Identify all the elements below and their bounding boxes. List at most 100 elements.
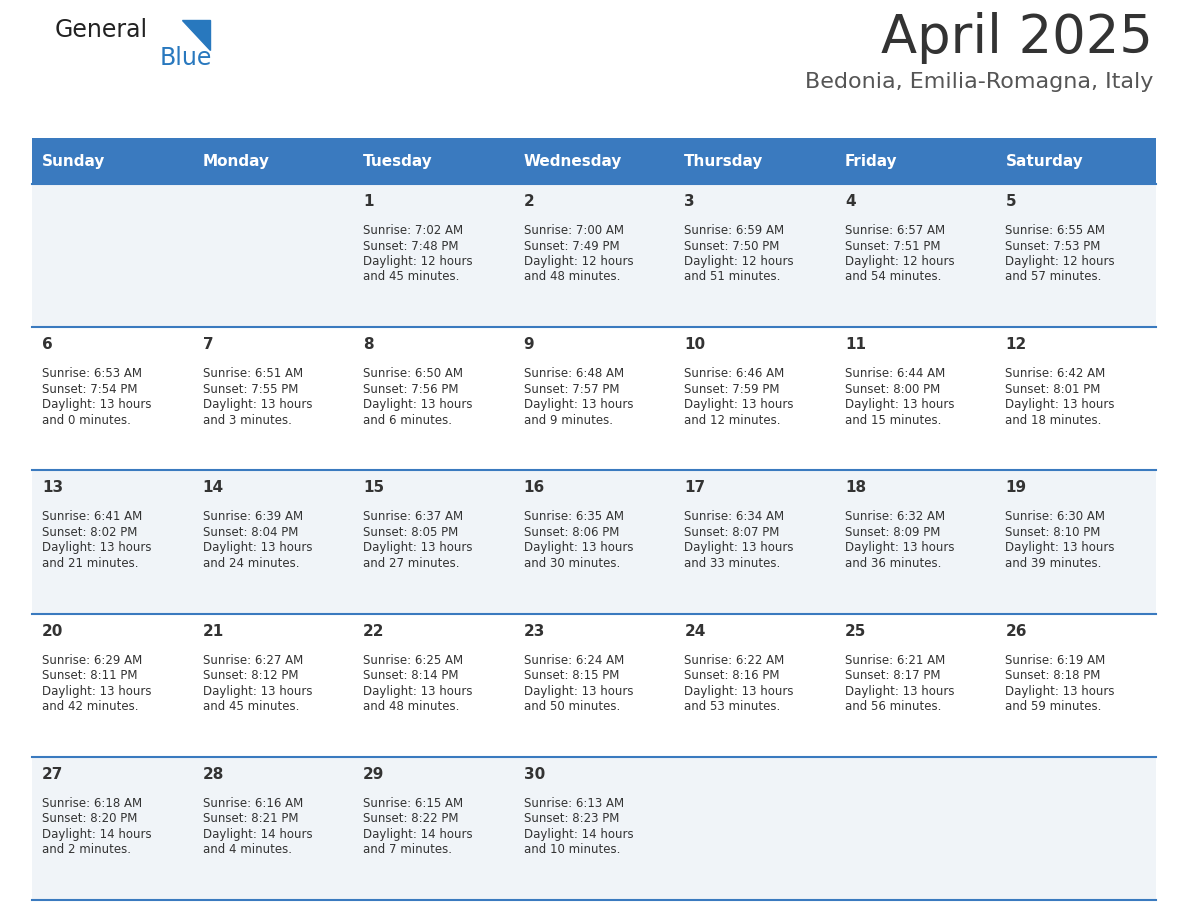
Text: Daylight: 13 hours: Daylight: 13 hours bbox=[524, 685, 633, 698]
Text: Daylight: 13 hours: Daylight: 13 hours bbox=[42, 685, 152, 698]
Text: Sunset: 7:59 PM: Sunset: 7:59 PM bbox=[684, 383, 779, 396]
Text: Blue: Blue bbox=[160, 46, 213, 70]
Text: Sunset: 8:02 PM: Sunset: 8:02 PM bbox=[42, 526, 138, 539]
Text: and 33 minutes.: and 33 minutes. bbox=[684, 557, 781, 570]
Text: and 30 minutes.: and 30 minutes. bbox=[524, 557, 620, 570]
Text: Daylight: 13 hours: Daylight: 13 hours bbox=[364, 685, 473, 698]
Text: Daylight: 13 hours: Daylight: 13 hours bbox=[42, 398, 152, 411]
Text: Sunset: 7:53 PM: Sunset: 7:53 PM bbox=[1005, 240, 1101, 252]
Text: 17: 17 bbox=[684, 480, 706, 496]
Text: Sunrise: 6:13 AM: Sunrise: 6:13 AM bbox=[524, 797, 624, 810]
Text: 13: 13 bbox=[42, 480, 63, 496]
Text: Sunrise: 6:53 AM: Sunrise: 6:53 AM bbox=[42, 367, 143, 380]
Text: and 24 minutes.: and 24 minutes. bbox=[203, 557, 299, 570]
Text: 14: 14 bbox=[203, 480, 223, 496]
Text: Saturday: Saturday bbox=[1005, 153, 1083, 169]
Text: and 50 minutes.: and 50 minutes. bbox=[524, 700, 620, 713]
Text: and 57 minutes.: and 57 minutes. bbox=[1005, 271, 1101, 284]
Text: Sunrise: 6:21 AM: Sunrise: 6:21 AM bbox=[845, 654, 946, 666]
Text: Sunrise: 6:44 AM: Sunrise: 6:44 AM bbox=[845, 367, 946, 380]
Text: Daylight: 14 hours: Daylight: 14 hours bbox=[364, 828, 473, 841]
Text: Sunset: 8:22 PM: Sunset: 8:22 PM bbox=[364, 812, 459, 825]
Text: Sunrise: 6:25 AM: Sunrise: 6:25 AM bbox=[364, 654, 463, 666]
Text: Sunrise: 6:24 AM: Sunrise: 6:24 AM bbox=[524, 654, 624, 666]
Text: 6: 6 bbox=[42, 337, 52, 353]
Text: Sunset: 8:10 PM: Sunset: 8:10 PM bbox=[1005, 526, 1101, 539]
Text: 1: 1 bbox=[364, 194, 374, 209]
Text: Daylight: 13 hours: Daylight: 13 hours bbox=[845, 685, 954, 698]
Text: and 48 minutes.: and 48 minutes. bbox=[364, 700, 460, 713]
Text: Sunrise: 6:46 AM: Sunrise: 6:46 AM bbox=[684, 367, 784, 380]
Text: Daylight: 13 hours: Daylight: 13 hours bbox=[524, 542, 633, 554]
Text: Daylight: 13 hours: Daylight: 13 hours bbox=[203, 685, 312, 698]
Text: and 53 minutes.: and 53 minutes. bbox=[684, 700, 781, 713]
Text: Sunset: 7:57 PM: Sunset: 7:57 PM bbox=[524, 383, 619, 396]
Text: Sunset: 7:48 PM: Sunset: 7:48 PM bbox=[364, 240, 459, 252]
Text: Daylight: 12 hours: Daylight: 12 hours bbox=[1005, 255, 1116, 268]
Text: Sunset: 8:05 PM: Sunset: 8:05 PM bbox=[364, 526, 459, 539]
Text: Sunrise: 6:57 AM: Sunrise: 6:57 AM bbox=[845, 224, 944, 237]
Text: Sunset: 7:50 PM: Sunset: 7:50 PM bbox=[684, 240, 779, 252]
Text: Sunrise: 7:02 AM: Sunrise: 7:02 AM bbox=[364, 224, 463, 237]
Text: Sunset: 8:16 PM: Sunset: 8:16 PM bbox=[684, 669, 779, 682]
Text: Sunset: 8:04 PM: Sunset: 8:04 PM bbox=[203, 526, 298, 539]
Text: Daylight: 12 hours: Daylight: 12 hours bbox=[364, 255, 473, 268]
Text: 22: 22 bbox=[364, 623, 385, 639]
Text: Sunset: 8:12 PM: Sunset: 8:12 PM bbox=[203, 669, 298, 682]
Text: Sunset: 7:51 PM: Sunset: 7:51 PM bbox=[845, 240, 941, 252]
Text: Sunrise: 6:29 AM: Sunrise: 6:29 AM bbox=[42, 654, 143, 666]
Text: and 27 minutes.: and 27 minutes. bbox=[364, 557, 460, 570]
Text: Sunset: 8:06 PM: Sunset: 8:06 PM bbox=[524, 526, 619, 539]
Text: Sunset: 8:18 PM: Sunset: 8:18 PM bbox=[1005, 669, 1101, 682]
Text: Daylight: 13 hours: Daylight: 13 hours bbox=[684, 398, 794, 411]
Text: Sunday: Sunday bbox=[42, 153, 106, 169]
Text: Daylight: 12 hours: Daylight: 12 hours bbox=[684, 255, 794, 268]
Text: Sunset: 7:49 PM: Sunset: 7:49 PM bbox=[524, 240, 619, 252]
Text: Sunset: 8:20 PM: Sunset: 8:20 PM bbox=[42, 812, 138, 825]
Text: 7: 7 bbox=[203, 337, 213, 353]
Bar bbox=[32, 613, 1156, 756]
Text: and 59 minutes.: and 59 minutes. bbox=[1005, 700, 1101, 713]
Bar bbox=[32, 184, 1156, 327]
Text: 27: 27 bbox=[42, 767, 63, 782]
Text: Bedonia, Emilia-Romagna, Italy: Bedonia, Emilia-Romagna, Italy bbox=[804, 72, 1154, 92]
Bar bbox=[32, 138, 1156, 184]
Text: 29: 29 bbox=[364, 767, 385, 782]
Text: Sunset: 8:11 PM: Sunset: 8:11 PM bbox=[42, 669, 138, 682]
Text: Daylight: 13 hours: Daylight: 13 hours bbox=[364, 398, 473, 411]
Bar bbox=[32, 756, 1156, 900]
Text: 30: 30 bbox=[524, 767, 545, 782]
Text: Sunrise: 6:22 AM: Sunrise: 6:22 AM bbox=[684, 654, 784, 666]
Polygon shape bbox=[182, 20, 210, 50]
Text: Friday: Friday bbox=[845, 153, 897, 169]
Text: Daylight: 13 hours: Daylight: 13 hours bbox=[1005, 398, 1114, 411]
Text: and 48 minutes.: and 48 minutes. bbox=[524, 271, 620, 284]
Text: 28: 28 bbox=[203, 767, 225, 782]
Text: 25: 25 bbox=[845, 623, 866, 639]
Text: 8: 8 bbox=[364, 337, 374, 353]
Text: and 18 minutes.: and 18 minutes. bbox=[1005, 414, 1101, 427]
Text: Sunset: 8:00 PM: Sunset: 8:00 PM bbox=[845, 383, 940, 396]
Text: Sunrise: 6:19 AM: Sunrise: 6:19 AM bbox=[1005, 654, 1106, 666]
Bar bbox=[32, 327, 1156, 470]
Text: Daylight: 14 hours: Daylight: 14 hours bbox=[524, 828, 633, 841]
Text: and 6 minutes.: and 6 minutes. bbox=[364, 414, 453, 427]
Text: Sunset: 8:17 PM: Sunset: 8:17 PM bbox=[845, 669, 941, 682]
Text: and 45 minutes.: and 45 minutes. bbox=[364, 271, 460, 284]
Text: 4: 4 bbox=[845, 194, 855, 209]
Text: 11: 11 bbox=[845, 337, 866, 353]
Text: General: General bbox=[55, 18, 148, 42]
Text: Sunrise: 7:00 AM: Sunrise: 7:00 AM bbox=[524, 224, 624, 237]
Text: Sunset: 7:56 PM: Sunset: 7:56 PM bbox=[364, 383, 459, 396]
Text: and 51 minutes.: and 51 minutes. bbox=[684, 271, 781, 284]
Text: and 2 minutes.: and 2 minutes. bbox=[42, 844, 131, 856]
Text: Sunset: 7:54 PM: Sunset: 7:54 PM bbox=[42, 383, 138, 396]
Text: Sunset: 8:14 PM: Sunset: 8:14 PM bbox=[364, 669, 459, 682]
Text: Sunrise: 6:39 AM: Sunrise: 6:39 AM bbox=[203, 510, 303, 523]
Text: Daylight: 13 hours: Daylight: 13 hours bbox=[684, 542, 794, 554]
Text: Monday: Monday bbox=[203, 153, 270, 169]
Text: Daylight: 14 hours: Daylight: 14 hours bbox=[42, 828, 152, 841]
Text: Daylight: 13 hours: Daylight: 13 hours bbox=[42, 542, 152, 554]
Text: 23: 23 bbox=[524, 623, 545, 639]
Bar bbox=[32, 470, 1156, 613]
